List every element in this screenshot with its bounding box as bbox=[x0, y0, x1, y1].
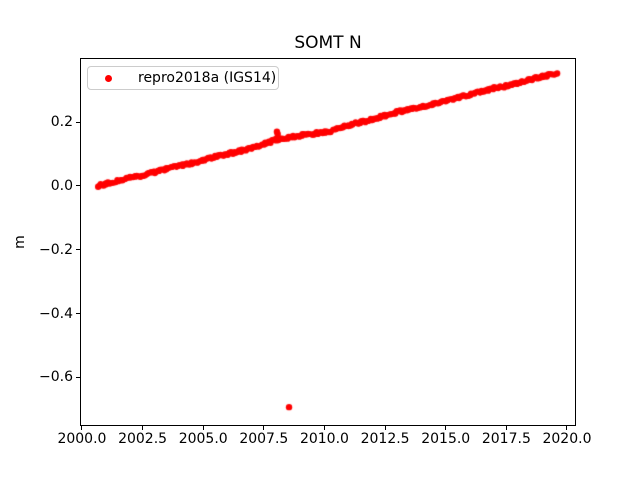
x-tick-mark bbox=[323, 426, 325, 430]
y-tick-label: 0.2 bbox=[50, 114, 73, 131]
y-tick-label: −0.2 bbox=[39, 241, 73, 258]
x-tick-mark bbox=[81, 426, 83, 430]
x-tick-mark bbox=[566, 426, 568, 430]
x-tick-label: 2012.5 bbox=[360, 431, 410, 447]
x-tick-label: 2002.5 bbox=[118, 431, 168, 447]
x-tick-label: 2020.0 bbox=[542, 431, 592, 447]
x-tick-label: 2000.0 bbox=[57, 431, 107, 447]
x-tick-label: 2005.0 bbox=[178, 431, 228, 447]
x-tick-label: 2010.0 bbox=[299, 431, 349, 447]
x-tick-mark bbox=[384, 426, 386, 430]
x-tick-mark bbox=[505, 426, 507, 430]
legend: repro2018a (IGS14) bbox=[87, 66, 279, 90]
x-tick-mark bbox=[445, 426, 447, 430]
x-tick-mark bbox=[263, 426, 265, 430]
chart-title: SOMT N bbox=[294, 33, 362, 53]
y-tick-label: −0.4 bbox=[39, 305, 73, 322]
y-tick-label: 0.0 bbox=[50, 177, 73, 194]
y-tick-mark bbox=[76, 249, 80, 251]
x-tick-label: 2015.0 bbox=[421, 431, 471, 447]
x-tick-label: 2017.5 bbox=[481, 431, 531, 447]
y-tick-mark bbox=[76, 185, 80, 187]
y-tick-mark bbox=[76, 313, 80, 315]
legend-entry-label: repro2018a (IGS14) bbox=[138, 70, 277, 86]
y-tick-mark bbox=[76, 376, 80, 378]
x-tick-mark bbox=[202, 426, 204, 430]
x-tick-label: 2007.5 bbox=[239, 431, 289, 447]
legend-marker-dot-icon bbox=[105, 74, 112, 82]
x-tick-mark bbox=[142, 426, 144, 430]
y-tick-mark bbox=[76, 121, 80, 123]
plot-area bbox=[80, 58, 576, 426]
y-tick-label: −0.6 bbox=[39, 369, 73, 386]
